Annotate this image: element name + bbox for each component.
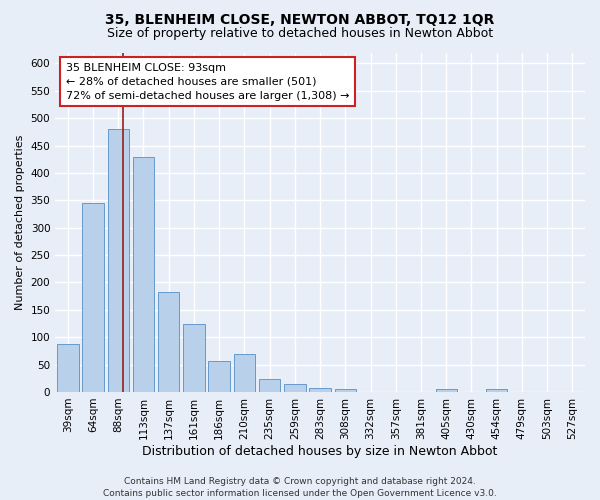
Bar — [208, 361, 230, 392]
Bar — [233, 354, 255, 392]
Bar — [335, 389, 356, 392]
Bar — [486, 389, 508, 392]
Y-axis label: Number of detached properties: Number of detached properties — [15, 134, 25, 310]
Text: Contains HM Land Registry data © Crown copyright and database right 2024.
Contai: Contains HM Land Registry data © Crown c… — [103, 476, 497, 498]
Bar — [310, 388, 331, 392]
Text: 35 BLENHEIM CLOSE: 93sqm
← 28% of detached houses are smaller (501)
72% of semi-: 35 BLENHEIM CLOSE: 93sqm ← 28% of detach… — [66, 62, 349, 100]
Bar — [57, 344, 79, 392]
Bar — [158, 292, 179, 392]
Bar — [284, 384, 305, 392]
Text: 35, BLENHEIM CLOSE, NEWTON ABBOT, TQ12 1QR: 35, BLENHEIM CLOSE, NEWTON ABBOT, TQ12 1… — [106, 12, 494, 26]
Bar — [82, 203, 104, 392]
Text: Size of property relative to detached houses in Newton Abbot: Size of property relative to detached ho… — [107, 28, 493, 40]
Bar — [259, 379, 280, 392]
Bar — [183, 324, 205, 392]
X-axis label: Distribution of detached houses by size in Newton Abbot: Distribution of detached houses by size … — [142, 444, 498, 458]
Bar — [107, 129, 129, 392]
Bar — [436, 389, 457, 392]
Bar — [133, 156, 154, 392]
